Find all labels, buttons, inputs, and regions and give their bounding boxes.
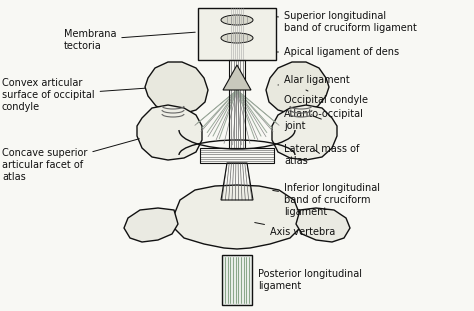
Text: Convex articular
surface of occipital
condyle: Convex articular surface of occipital co… [2, 78, 145, 112]
Text: Posterior longitudinal
ligament: Posterior longitudinal ligament [240, 268, 362, 291]
Text: Superior longitudinal
band of cruciform ligament: Superior longitudinal band of cruciform … [240, 11, 417, 33]
Ellipse shape [221, 15, 253, 25]
Ellipse shape [221, 33, 253, 43]
Text: Lateral mass of
atlas: Lateral mass of atlas [284, 144, 359, 166]
Polygon shape [145, 62, 208, 114]
Text: Alar ligament: Alar ligament [278, 75, 350, 85]
Polygon shape [124, 208, 178, 242]
Text: Apical ligament of dens: Apical ligament of dens [254, 47, 399, 57]
Text: Occipital condyle: Occipital condyle [284, 90, 368, 105]
Polygon shape [174, 185, 300, 249]
Polygon shape [223, 65, 251, 90]
Polygon shape [272, 105, 337, 160]
Polygon shape [222, 255, 252, 305]
Text: Inferior longitudinal
band of cruciform
ligament: Inferior longitudinal band of cruciform … [273, 183, 380, 216]
Bar [198, 8, 276, 60]
Text: Axis vertebra: Axis vertebra [255, 223, 335, 237]
Polygon shape [266, 62, 329, 114]
Polygon shape [137, 105, 202, 160]
Text: Atlanto-occipital
joint: Atlanto-occipital joint [284, 109, 364, 131]
Polygon shape [296, 208, 350, 242]
Text: Concave superior
articular facet of
atlas: Concave superior articular facet of atla… [2, 139, 139, 182]
Text: Membrana
tectoria: Membrana tectoria [64, 29, 195, 51]
